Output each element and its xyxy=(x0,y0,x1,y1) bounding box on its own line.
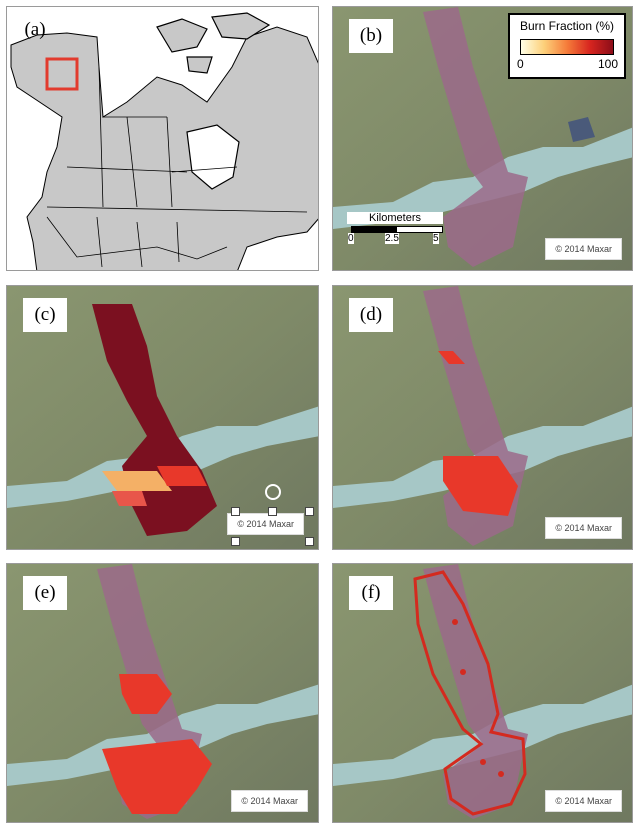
panel-b-imagery: (b) Burn Fraction (%) 0 100 Kilometers 0… xyxy=(332,6,633,271)
panel-label: (e) xyxy=(23,576,67,610)
legend-title: Burn Fraction (%) xyxy=(519,19,615,33)
scale-tick-1: 2.5 xyxy=(385,233,399,244)
resize-handle[interactable] xyxy=(231,507,240,516)
legend-min: 0 xyxy=(517,57,524,71)
satellite-imagery xyxy=(7,564,318,822)
image-credit: © 2014 Maxar xyxy=(545,517,622,539)
panel-label: (a) xyxy=(24,19,46,40)
detected-burn-cells xyxy=(438,351,465,364)
resize-handle[interactable] xyxy=(305,507,314,516)
burn-perimeter-outline xyxy=(413,570,527,816)
image-credit: © 2014 Maxar xyxy=(545,238,622,260)
panel-label: (d) xyxy=(349,298,393,332)
panel-f-imagery: (f) © 2014 Maxar xyxy=(332,563,633,823)
panel-c-imagery: (c) © 2014 Maxar xyxy=(6,285,319,550)
legend-max: 100 xyxy=(597,57,618,71)
scale-line xyxy=(351,226,443,233)
burn-scar xyxy=(423,7,528,267)
panel-d-imagery: (d) © 2014 Maxar xyxy=(332,285,633,550)
study-area-box xyxy=(45,57,79,91)
image-credit[interactable]: © 2014 Maxar xyxy=(227,513,304,535)
burn-fraction-legend: Burn Fraction (%) 0 100 xyxy=(508,13,626,79)
panel-label: (f) xyxy=(349,576,393,610)
panel-a-locator-map: (a) xyxy=(6,6,319,271)
satellite-imagery xyxy=(333,564,632,822)
scale-tick-2: 5 xyxy=(433,233,439,244)
scale-bar: Kilometers 0 2.5 5 xyxy=(347,212,443,246)
resize-handle[interactable] xyxy=(268,507,277,516)
rotate-icon[interactable] xyxy=(265,484,281,500)
north-america-map xyxy=(10,12,318,270)
scale-tick-0: 0 xyxy=(348,233,354,244)
image-credit: © 2014 Maxar xyxy=(545,790,622,812)
scale-title: Kilometers xyxy=(347,212,443,224)
image-credit: © 2014 Maxar xyxy=(231,790,308,812)
resize-handle[interactable] xyxy=(305,537,314,546)
detected-burn-cells xyxy=(119,674,172,714)
resize-handle[interactable] xyxy=(231,537,240,546)
panel-e-imagery: (e) © 2014 Maxar xyxy=(6,563,319,823)
satellite-imagery xyxy=(7,286,318,549)
legend-colorbar xyxy=(520,39,614,55)
panel-label: (c) xyxy=(23,298,67,332)
panel-label: (b) xyxy=(349,19,393,53)
